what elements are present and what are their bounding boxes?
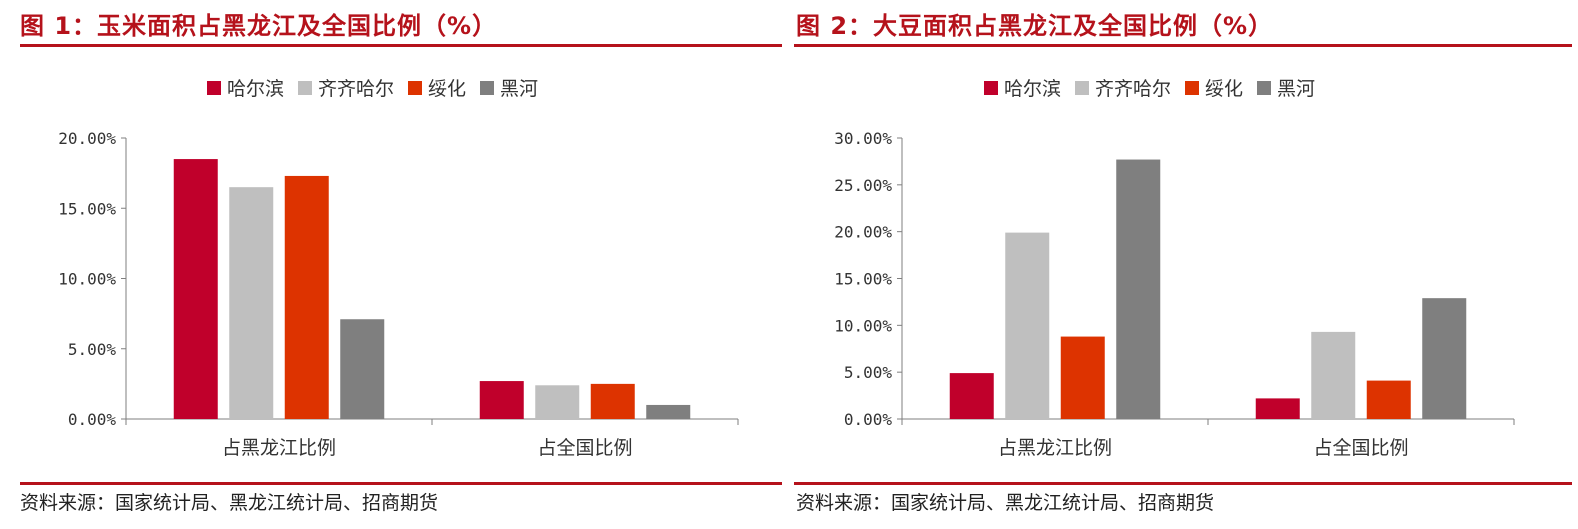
- y-tick-label: 10.00%: [58, 270, 116, 289]
- legend-swatch: [207, 81, 221, 95]
- legend-label: 黑河: [500, 78, 538, 100]
- bar-绥化: [1060, 336, 1105, 419]
- bar-哈尔滨: [949, 373, 994, 419]
- bar-绥化: [590, 383, 635, 419]
- bar-齐齐哈尔: [1005, 232, 1050, 419]
- legend-swatch: [1185, 81, 1199, 95]
- title-rule: [20, 44, 782, 47]
- bar-chart-soybean: 哈尔滨 齐齐哈尔 绥化 黑河 0.00% 5.00% 10.00% 15.00% 20.00% 2…: [834, 78, 1515, 459]
- legend-item: 齐齐哈尔: [1075, 78, 1171, 100]
- y-tick-label: 0.00%: [68, 410, 117, 429]
- x-category-label: 占全国比例: [1313, 437, 1408, 459]
- y-tick-label: 30.00%: [834, 129, 892, 148]
- legend-item: 齐齐哈尔: [298, 78, 394, 100]
- y-tick-label: 5.00%: [844, 363, 893, 382]
- x-category-label: 占黑龙江比例: [998, 437, 1112, 459]
- legend-swatch: [408, 81, 422, 95]
- source-note: 资料来源：国家统计局、黑龙江统计局、招商期货: [796, 492, 1215, 514]
- chart-panel-soybean: 图 2：大豆面积占黑龙江及全国比例（%） 哈尔滨 齐齐哈尔 绥化 黑河 0.00% 5.0…: [794, 0, 1578, 529]
- y-tick-label: 20.00%: [834, 223, 892, 242]
- source-rule: [794, 482, 1572, 485]
- legend-label: 齐齐哈尔: [318, 78, 394, 100]
- bar-黑河: [340, 319, 385, 419]
- y-tick-label: 20.00%: [58, 129, 116, 148]
- source-note: 资料来源：国家统计局、黑龙江统计局、招商期货: [20, 492, 439, 514]
- legend-label: 黑河: [1277, 78, 1315, 100]
- source-rule: [20, 482, 782, 485]
- legend-label: 哈尔滨: [227, 78, 284, 100]
- legend-item: 绥化: [408, 78, 466, 100]
- legend-label: 绥化: [1205, 78, 1243, 100]
- legend-item: 哈尔滨: [207, 78, 284, 100]
- legend-label: 哈尔滨: [1004, 78, 1061, 100]
- y-tick-label: 15.00%: [58, 199, 116, 218]
- chart-title: 图 2：大豆面积占黑龙江及全国比例（%）: [796, 12, 1274, 40]
- legend-swatch: [1257, 81, 1271, 95]
- bar-齐齐哈尔: [535, 385, 580, 419]
- x-category-label: 占全国比例: [537, 437, 632, 459]
- bar-哈尔滨: [479, 381, 524, 419]
- bar-绥化: [284, 175, 329, 419]
- y-tick-label: 25.00%: [834, 176, 892, 195]
- bar-黑河: [1116, 159, 1161, 419]
- bar-齐齐哈尔: [229, 187, 274, 419]
- legend-label: 绥化: [428, 78, 466, 100]
- x-category-label: 占黑龙江比例: [222, 437, 336, 459]
- legend-item: 黑河: [1257, 78, 1315, 100]
- chart-panel-corn: 图 1：玉米面积占黑龙江及全国比例（%） 哈尔滨 齐齐哈尔 绥化 黑河 0.00% 5.0…: [20, 12, 782, 514]
- bar-齐齐哈尔: [1311, 331, 1356, 419]
- legend-swatch: [984, 81, 998, 95]
- title-rule: [794, 44, 1572, 47]
- chart-title: 图 1：玉米面积占黑龙江及全国比例（%）: [20, 12, 498, 40]
- legend-label: 齐齐哈尔: [1095, 78, 1171, 100]
- legend-swatch: [1075, 81, 1089, 95]
- y-tick-label: 0.00%: [844, 410, 893, 429]
- legend-item: 绥化: [1185, 78, 1243, 100]
- legend-item: 哈尔滨: [984, 78, 1061, 100]
- y-tick-label: 10.00%: [834, 316, 892, 335]
- bar-哈尔滨: [173, 159, 218, 419]
- bar-黑河: [646, 404, 691, 419]
- y-tick-label: 15.00%: [834, 270, 892, 289]
- bar-黑河: [1422, 298, 1467, 419]
- y-tick-label: 5.00%: [68, 340, 117, 359]
- bar-chart-corn: 哈尔滨 齐齐哈尔 绥化 黑河 0.00% 5.00% 10.00% 15.00% 20.00% 占…: [58, 78, 739, 459]
- legend-swatch: [298, 81, 312, 95]
- bar-哈尔滨: [1255, 398, 1300, 419]
- legend-swatch: [480, 81, 494, 95]
- legend-item: 黑河: [480, 78, 538, 100]
- bar-绥化: [1366, 380, 1411, 419]
